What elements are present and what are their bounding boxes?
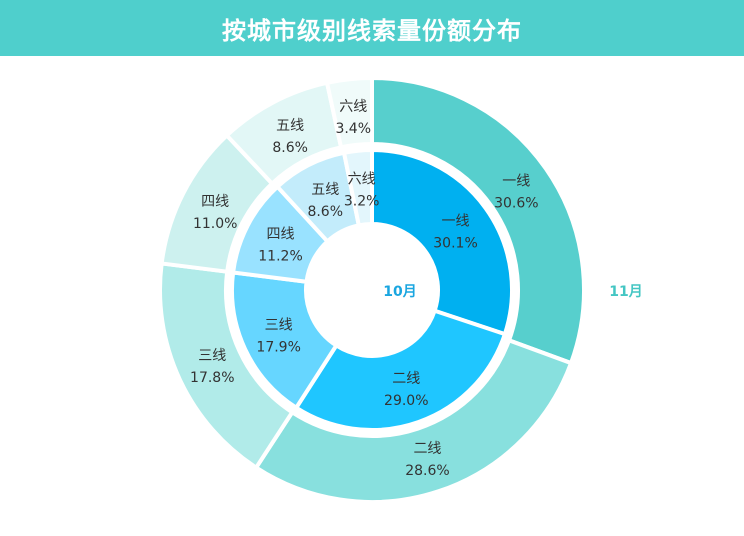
slice-inner-2[interactable] (293, 308, 508, 432)
slice-label-value: 11.2% (258, 249, 302, 265)
slice-label-category: 六线 (348, 172, 376, 188)
slice-label-category: 六线 (339, 99, 367, 115)
slice-label-value: 3.2% (344, 194, 380, 210)
slice-outer-1[interactable] (370, 75, 586, 366)
series-label-outer: 11月 (609, 284, 642, 300)
slice-inner-6[interactable] (341, 147, 374, 228)
slice-label-category: 四线 (267, 227, 295, 243)
chart-area: 一线 30.1% 二线 29.0% 三线 17.9% 四线 11.2% 五线 8.6% 六线 3.2%… (0, 56, 744, 536)
slice-label-value: 17.8% (190, 370, 234, 386)
slice-label-value: 11.0% (193, 216, 237, 232)
slice-label-category: 三线 (265, 318, 293, 334)
slice-label-value: 30.1% (433, 236, 477, 252)
donut-chart: 一线 30.1% 二线 29.0% 三线 17.9% 四线 11.2% 五线 8.6% 六线 3.2%… (158, 75, 643, 504)
slice-label-category: 三线 (198, 348, 226, 364)
slice-label-value: 30.6% (494, 195, 538, 211)
slice-inner-1[interactable] (370, 147, 514, 337)
slice-label-value: 29.0% (384, 393, 428, 409)
slice-label-value: 8.6% (272, 140, 308, 156)
slice-label-category: 五线 (311, 182, 339, 198)
slice-inner-3[interactable] (230, 270, 340, 411)
slice-label-value: 17.9% (256, 340, 300, 356)
slice-label-value: 28.6% (405, 463, 449, 479)
series-label-inner: 10月 (383, 284, 416, 300)
ring-outer (158, 75, 586, 504)
slice-label-category: 五线 (276, 118, 304, 134)
slice-label-category: 四线 (201, 194, 229, 210)
chart-title: 按城市级别线索量份额分布 (222, 16, 522, 45)
slice-label-category: 一线 (502, 173, 530, 189)
ring-inner (230, 147, 514, 432)
slice-label-category: 一线 (442, 214, 470, 230)
slice-label-category: 二线 (413, 441, 441, 457)
slice-outer-2[interactable] (253, 337, 574, 504)
slice-label-category: 二线 (392, 371, 420, 387)
slice-outer-6[interactable] (324, 75, 374, 150)
slice-label-value: 3.4% (335, 121, 371, 137)
slice-label-value: 8.6% (307, 204, 343, 220)
chart-header: 按城市级别线索量份额分布 (0, 0, 744, 56)
